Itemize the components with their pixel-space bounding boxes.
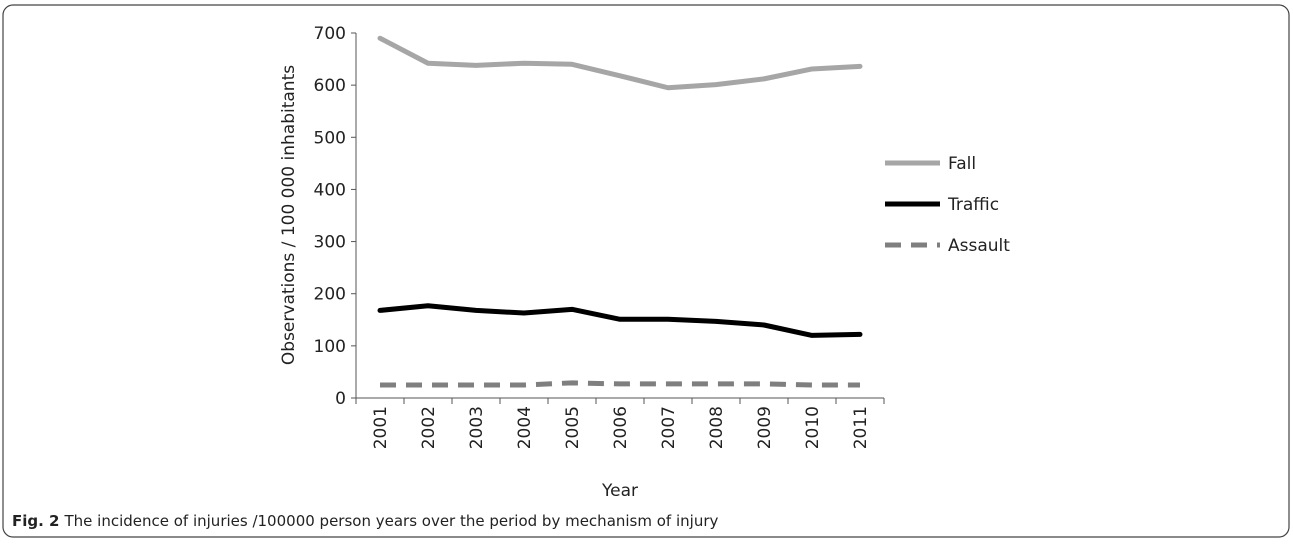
caption: Fig. 2 The incidence of injuries /100000 …	[12, 512, 718, 530]
y-tick-label: 300	[314, 233, 346, 253]
series-line	[380, 380, 860, 388]
series-line	[377, 303, 863, 338]
series-line	[377, 35, 863, 91]
x-tick-label: 2006	[611, 406, 631, 449]
x-tick-label: 2011	[851, 406, 871, 449]
x-tick-label: 2010	[803, 406, 823, 449]
y-tick-label: 700	[314, 24, 346, 44]
y-axis-title: Observations / 100 000 inhabitants	[279, 65, 299, 365]
y-tick-label: 500	[314, 128, 346, 148]
y-tick-label: 600	[314, 76, 346, 96]
x-axis-title: Year	[601, 481, 638, 501]
caption-text: The incidence of injuries /100000 person…	[63, 512, 718, 530]
x-tick-label: 2008	[707, 406, 727, 449]
x-tick-label: 2001	[371, 406, 391, 449]
figure-frame	[2, 4, 1290, 538]
x-tick-label: 2004	[515, 406, 535, 449]
x-tick-label: 2009	[755, 406, 775, 449]
x-tick-label: 2007	[659, 406, 679, 449]
y-tick-label: 200	[314, 285, 346, 305]
x-tick-label: 2003	[467, 406, 487, 449]
caption-label: Fig. 2	[12, 512, 59, 530]
y-tick-label: 0	[335, 389, 346, 409]
x-tick-label: 2002	[419, 406, 439, 449]
y-tick-label: 400	[314, 180, 346, 200]
legend-label: Traffic	[947, 195, 999, 215]
y-tick-label: 100	[314, 337, 346, 357]
x-tick-label: 2005	[563, 406, 583, 449]
legend-label: Fall	[948, 154, 976, 174]
legend-label: Assault	[948, 236, 1010, 256]
